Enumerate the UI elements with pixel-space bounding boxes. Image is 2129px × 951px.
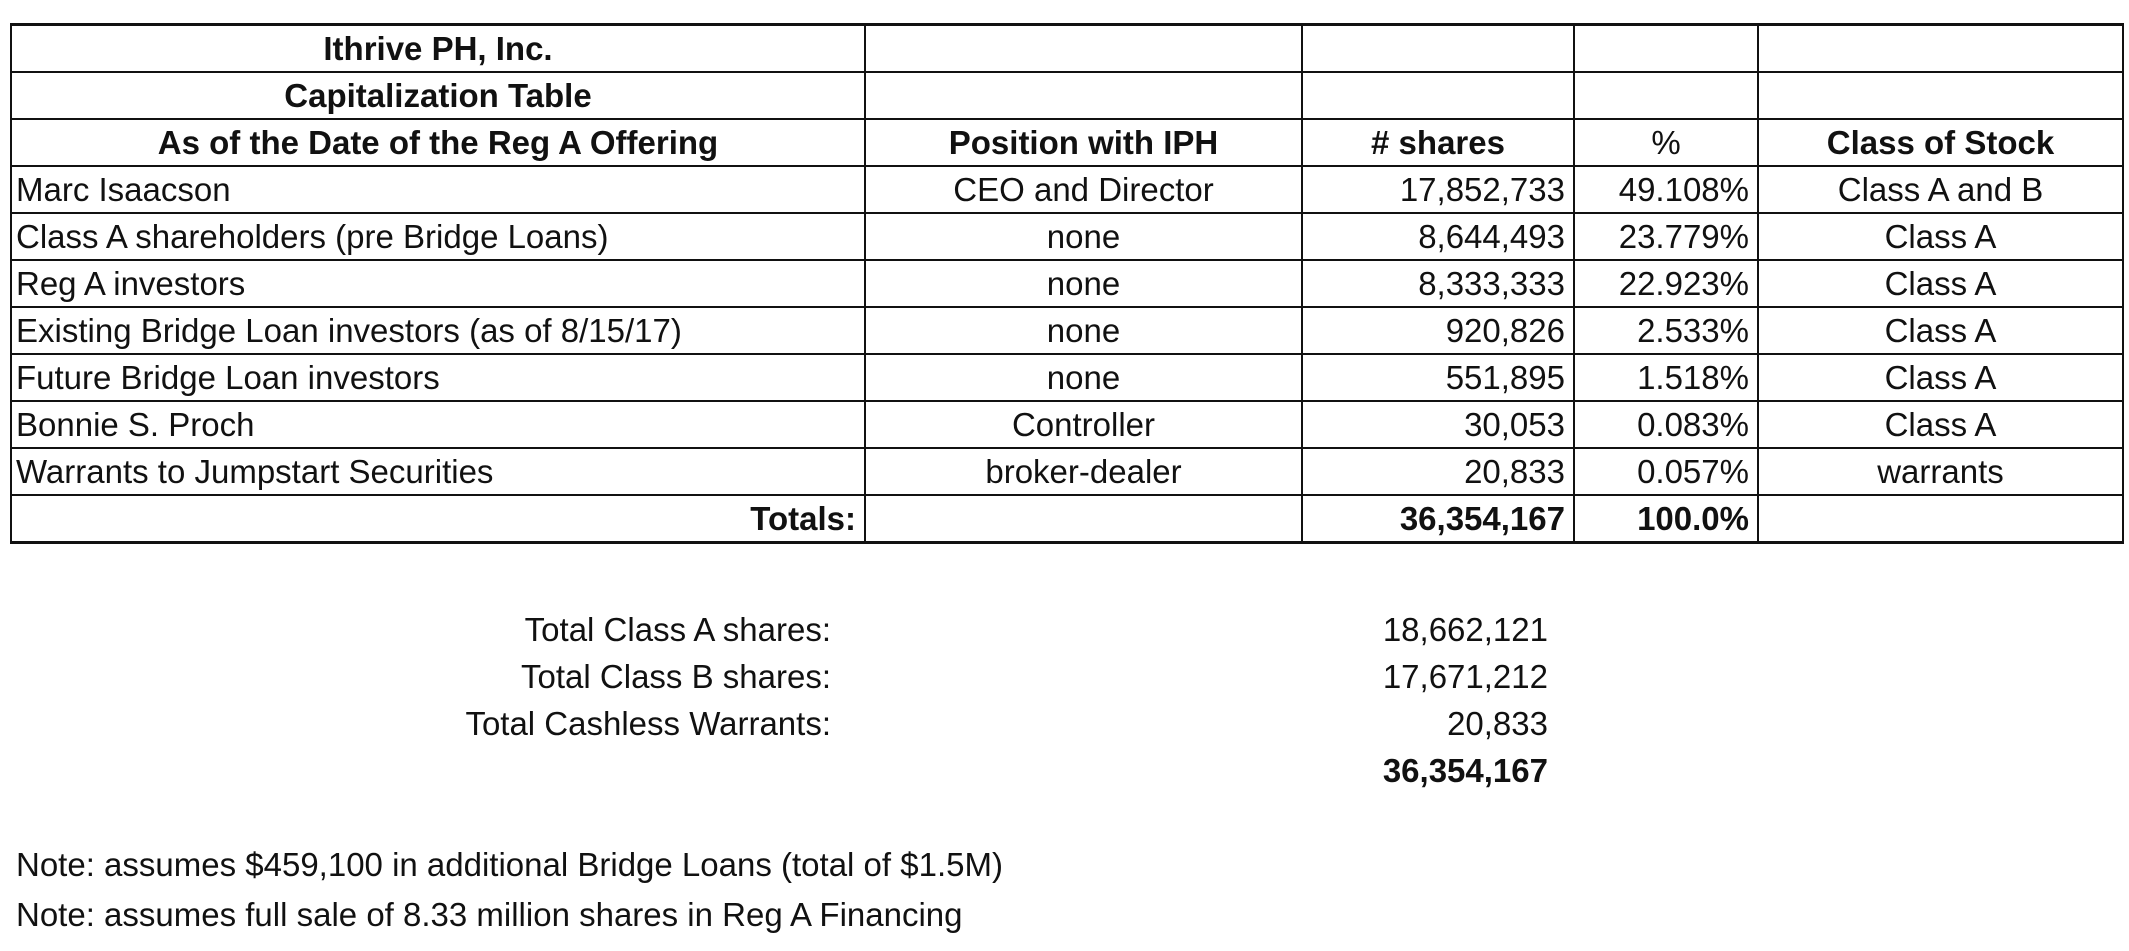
- table-row: Existing Bridge Loan investors (as of 8/…: [10, 306, 2124, 355]
- capitalization-table: Ithrive PH, Inc. Capitalization Table As…: [10, 23, 2124, 544]
- cell-position: none: [864, 259, 1303, 308]
- header-percent: %: [1573, 118, 1759, 167]
- cell-class: Class A: [1757, 259, 2124, 308]
- header-shares: # shares: [1301, 118, 1575, 167]
- cell-percent: 23.779%: [1573, 212, 1759, 261]
- cell-shares: 8,333,333: [1301, 259, 1575, 308]
- cell-percent: 1.518%: [1573, 353, 1759, 402]
- table-row: Reg A investors none 8,333,333 22.923% Class…: [10, 259, 2124, 308]
- cell-shares: 8,644,493: [1301, 212, 1575, 261]
- totals-row: Totals: 36,354,167 100.0%: [10, 494, 2124, 544]
- table-row: Future Bridge Loan investors none 551,895 1…: [10, 353, 2124, 402]
- table-row: Marc Isaacson CEO and Director 17,852,733 4…: [10, 165, 2124, 214]
- table-row: Warrants to Jumpstart Securities broker-d…: [10, 447, 2124, 496]
- cell-class: Class A: [1757, 353, 2124, 402]
- header-class: Class of Stock: [1757, 118, 2124, 167]
- cell-percent: 49.108%: [1573, 165, 1759, 214]
- cell-percent: 22.923%: [1573, 259, 1759, 308]
- cell-shares: 20,833: [1301, 447, 1575, 496]
- cell-class: warrants: [1757, 447, 2124, 496]
- cell-name: Existing Bridge Loan investors (as of 8/…: [10, 306, 866, 355]
- table-title: Capitalization Table: [10, 71, 866, 120]
- summary-value: 17,671,212: [1382, 658, 1548, 695]
- cell-class: Class A and B: [1757, 165, 2124, 214]
- summary-value: 20,833: [1447, 705, 1548, 742]
- cell-position: broker-dealer: [864, 447, 1303, 496]
- cell-name: Bonnie S. Proch: [10, 400, 866, 449]
- cell-position: Controller: [864, 400, 1303, 449]
- cell-position: none: [864, 212, 1303, 261]
- cell-name: Warrants to Jumpstart Securities: [10, 447, 866, 496]
- cell-name: Marc Isaacson: [10, 165, 866, 214]
- totals-label: Totals:: [10, 494, 866, 544]
- cell-percent: 2.533%: [1573, 306, 1759, 355]
- cell-shares: 30,053: [1301, 400, 1575, 449]
- company-name: Ithrive PH, Inc.: [10, 23, 866, 73]
- cell-class: Class A: [1757, 306, 2124, 355]
- note-bridge-loans: Note: assumes $459,100 in additional Bri…: [16, 846, 1003, 883]
- table-row: Class A shareholders (pre Bridge Loans) n…: [10, 212, 2124, 261]
- notes: Note: assumes $459,100 in additional Bri…: [16, 840, 1003, 940]
- summary-value: 18,662,121: [1382, 611, 1548, 648]
- cell-percent: 0.057%: [1573, 447, 1759, 496]
- cell-position: CEO and Director: [864, 165, 1303, 214]
- subtitle-row: Capitalization Table: [10, 71, 2124, 120]
- cell-percent: 0.083%: [1573, 400, 1759, 449]
- cell-position: none: [864, 353, 1303, 402]
- summary-label: Total Cashless Warrants:: [465, 705, 831, 742]
- totals-percent: 100.0%: [1573, 494, 1759, 544]
- cell-shares: 920,826: [1301, 306, 1575, 355]
- summary-label: Total Class A shares:: [524, 611, 831, 648]
- cell-name: Reg A investors: [10, 259, 866, 308]
- cell-name: Future Bridge Loan investors: [10, 353, 866, 402]
- cell-position: none: [864, 306, 1303, 355]
- cell-class: Class A: [1757, 212, 2124, 261]
- summary-value: 36,354,167: [1382, 752, 1548, 789]
- header-name: As of the Date of the Reg A Offering: [10, 118, 866, 167]
- header-position: Position with IPH: [864, 118, 1303, 167]
- title-row: Ithrive PH, Inc.: [10, 23, 2124, 73]
- cell-name: Class A shareholders (pre Bridge Loans): [10, 212, 866, 261]
- cell-shares: 551,895: [1301, 353, 1575, 402]
- cell-shares: 17,852,733: [1301, 165, 1575, 214]
- table-row: Bonnie S. Proch Controller 30,053 0.083% Cla…: [10, 400, 2124, 449]
- note-reg-a-sale: Note: assumes full sale of 8.33 million …: [16, 896, 963, 933]
- summary-label: Total Class B shares:: [521, 658, 831, 695]
- totals-shares: 36,354,167: [1301, 494, 1575, 544]
- header-row: As of the Date of the Reg A Offering Pos…: [10, 118, 2124, 167]
- cell-class: Class A: [1757, 400, 2124, 449]
